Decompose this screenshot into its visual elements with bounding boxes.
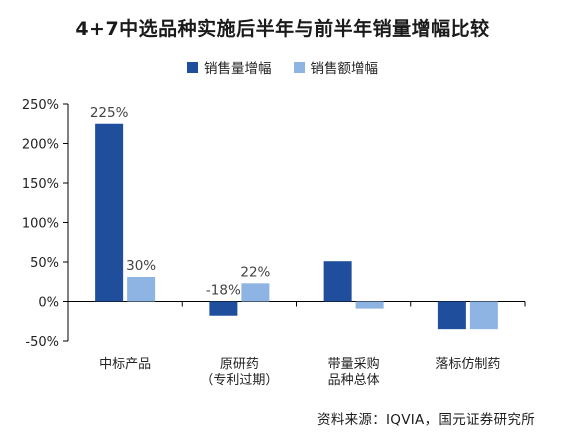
data-label: 225%: [90, 105, 129, 121]
data-label: -18%: [206, 283, 241, 299]
legend-item-series-2: 销售额增幅: [293, 57, 379, 77]
y-tick-label: 200%: [22, 138, 59, 153]
bar-series-2: [127, 277, 156, 302]
bar-series-1: [209, 301, 238, 316]
bar-series-2: [355, 301, 384, 309]
bar-series-2: [469, 301, 498, 330]
legend-label-series-1: 销售量增幅: [204, 61, 272, 77]
category-label: 落标仿制药: [435, 357, 500, 372]
category-label: 品种总体: [328, 373, 380, 388]
bar-series-1: [95, 123, 124, 302]
legend: 销售量增幅 销售额增幅: [0, 57, 565, 77]
source-note: 资料来源：IQVIA，国元证券研究所: [317, 412, 535, 428]
legend-swatch-series-1: [187, 61, 198, 73]
category-label: 带量采购: [328, 356, 380, 372]
chart-title: 4+7中选品种实施后半年与前半年销量增幅比较: [75, 18, 490, 40]
category-label: 原研药: [220, 357, 259, 372]
y-tick-label: 150%: [22, 177, 59, 192]
data-label: 30%: [126, 258, 156, 274]
y-tick-label: 50%: [30, 256, 59, 271]
y-tick-label: -50%: [25, 335, 59, 350]
y-tick-label: 250%: [22, 98, 59, 113]
category-label: 中标产品: [99, 357, 151, 372]
y-tick-label: 0%: [38, 296, 59, 311]
legend-label-series-2: 销售额增幅: [310, 61, 379, 77]
category-label: （专利过期）: [200, 373, 278, 388]
legend-swatch-series-2: [293, 61, 305, 73]
bar-series-2: [241, 283, 270, 302]
bar-series-1: [437, 301, 466, 330]
legend-item-series-1: 销售量增幅: [187, 57, 272, 77]
data-label: 22%: [240, 264, 270, 280]
y-tick-label: 100%: [22, 217, 59, 232]
bar-series-1: [323, 261, 352, 302]
